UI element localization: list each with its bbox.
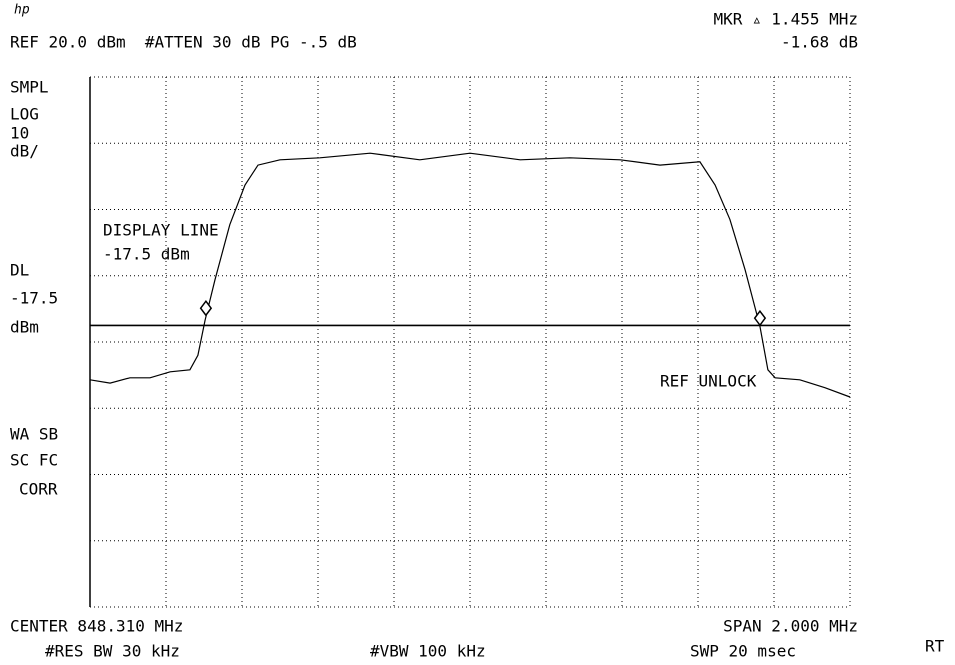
marker	[753, 309, 767, 327]
ref-level: REF 20.0 dBm #ATTEN 30 dB PG -.5 dB	[10, 33, 357, 52]
sweep: SWP 20 msec	[690, 642, 796, 661]
vbw: #VBW 100 kHz	[370, 642, 486, 661]
side-label: CORR	[19, 480, 58, 499]
plot-annotation: -17.5 dBm	[103, 245, 190, 264]
side-label: SMPL	[10, 78, 49, 97]
center-freq: CENTER 848.310 MHz	[10, 617, 183, 636]
marker	[199, 299, 213, 317]
plot-annotation: REF UNLOCK	[660, 372, 757, 391]
side-label: -17.5	[10, 289, 58, 308]
side-label: 10	[10, 124, 29, 143]
side-label: LOG	[10, 105, 39, 124]
span: SPAN 2.000 MHz	[723, 617, 858, 636]
marker-readout: MKR ▵ 1.455 MHz	[714, 10, 859, 29]
side-label: WA SB	[10, 425, 58, 444]
side-label: DL	[10, 261, 29, 280]
rt-label: RT	[925, 637, 945, 656]
side-label: dBm	[10, 318, 39, 337]
plot-annotation: DISPLAY LINE	[103, 221, 219, 240]
side-label: SC FC	[10, 451, 58, 470]
side-label: dB/	[10, 142, 39, 161]
logo: hp	[14, 3, 30, 18]
res-bw: #RES BW 30 kHz	[45, 642, 180, 661]
marker-delta: -1.68 dB	[781, 33, 858, 52]
